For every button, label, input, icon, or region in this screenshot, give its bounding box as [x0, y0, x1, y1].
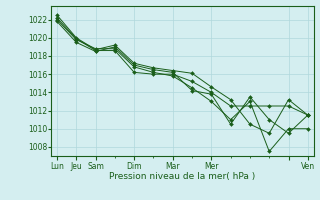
- X-axis label: Pression niveau de la mer( hPa ): Pression niveau de la mer( hPa ): [109, 172, 256, 181]
